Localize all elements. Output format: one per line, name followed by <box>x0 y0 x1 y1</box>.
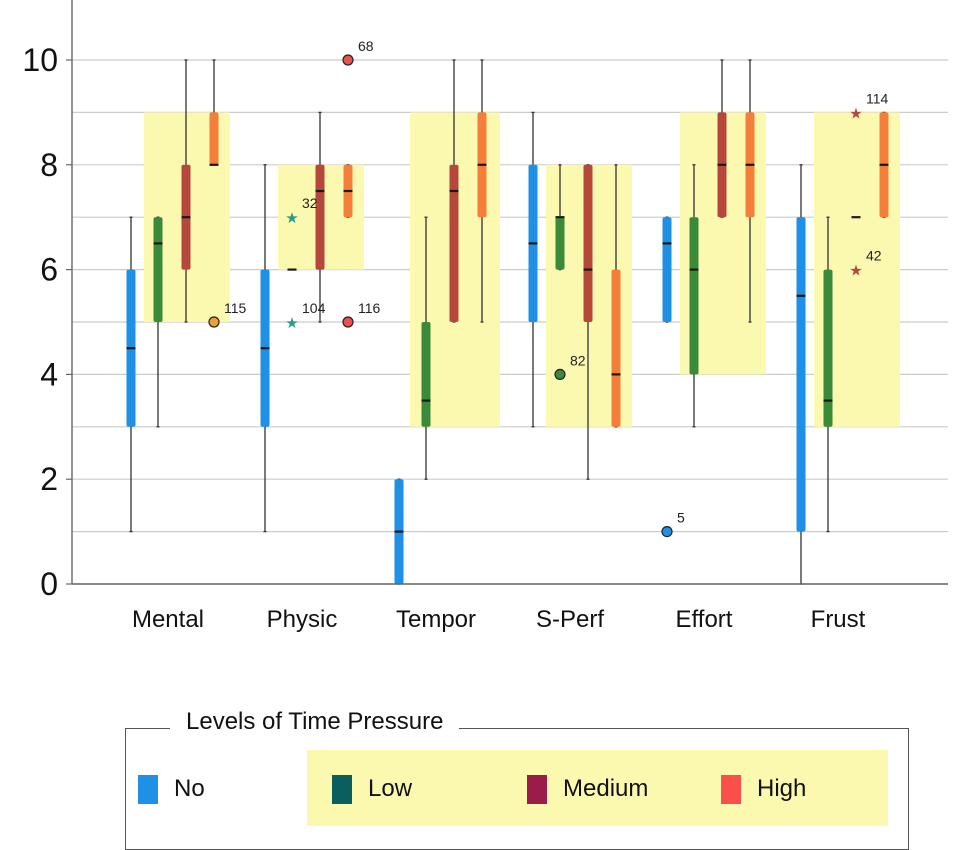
outlier-label: 32 <box>302 195 318 211</box>
legend-swatch <box>527 774 547 804</box>
legend-swatch <box>332 774 352 804</box>
outlier-marker <box>208 316 220 328</box>
legend-swatch <box>138 774 158 804</box>
y-tick-label: 4 <box>40 356 58 392</box>
legend-swatch <box>721 774 741 804</box>
x-tick-label: Effort <box>676 606 733 633</box>
outlier-label: 104 <box>302 300 326 316</box>
legend-title: Levels of Time Pressure <box>170 708 460 736</box>
box <box>555 217 565 270</box>
y-tick-label: 10 <box>22 42 58 78</box>
outlier-marker <box>661 525 673 538</box>
box <box>662 217 672 322</box>
outlier-label: 115 <box>224 300 247 316</box>
box <box>315 164 325 270</box>
x-tick-label: Frust <box>811 606 866 633</box>
legend-item: Low <box>332 773 412 805</box>
legend-item: Medium <box>527 773 648 805</box>
box <box>209 112 219 165</box>
legend-label: Medium <box>563 775 649 802</box>
legend-label: Low <box>368 775 413 802</box>
y-tick-label: 2 <box>40 461 58 497</box>
outlier-label: 116 <box>358 300 381 316</box>
box <box>823 269 833 427</box>
outlier-star: ★ <box>849 104 862 122</box>
box <box>583 164 593 322</box>
y-tick-label: 0 <box>40 566 58 602</box>
y-tick-label: 6 <box>40 252 58 288</box>
x-tick-label: Tempor <box>396 606 476 633</box>
axes <box>66 0 948 585</box>
x-tick-label: Physic <box>267 606 338 633</box>
outlier-star: ★ <box>285 314 298 332</box>
legend-item: High <box>721 773 806 805</box>
x-tick-labels: Mental Physic Tempor S-Perf Effort Frust <box>132 606 866 633</box>
legend-label: High <box>757 775 807 802</box>
box-series <box>126 59 889 585</box>
box <box>689 217 699 375</box>
x-tick-label: S-Perf <box>536 606 604 633</box>
legend-item: No <box>138 773 205 805</box>
y-tick-labels: 0 2 4 6 8 10 <box>22 42 58 602</box>
box <box>421 322 431 427</box>
legend-label: No <box>174 775 205 802</box>
y-tick-label: 8 <box>40 147 58 183</box>
outlier-marker <box>554 368 566 380</box>
outlier-star: ★ <box>849 262 862 280</box>
outlier-label: 42 <box>866 248 882 264</box>
box <box>153 217 163 322</box>
outlier-star: ★ <box>285 209 298 227</box>
box <box>611 269 621 427</box>
x-tick-label: Mental <box>132 606 204 633</box>
outlier-label: 68 <box>358 38 374 54</box>
outlier-label: 5 <box>677 510 685 526</box>
outlier-marker <box>342 54 354 66</box>
box <box>449 164 459 322</box>
outlier-marker <box>342 316 354 328</box>
box <box>796 217 806 532</box>
legend-highlight <box>307 750 888 826</box>
outlier-label: 114 <box>866 90 889 106</box>
outlier-label: 82 <box>570 352 586 368</box>
